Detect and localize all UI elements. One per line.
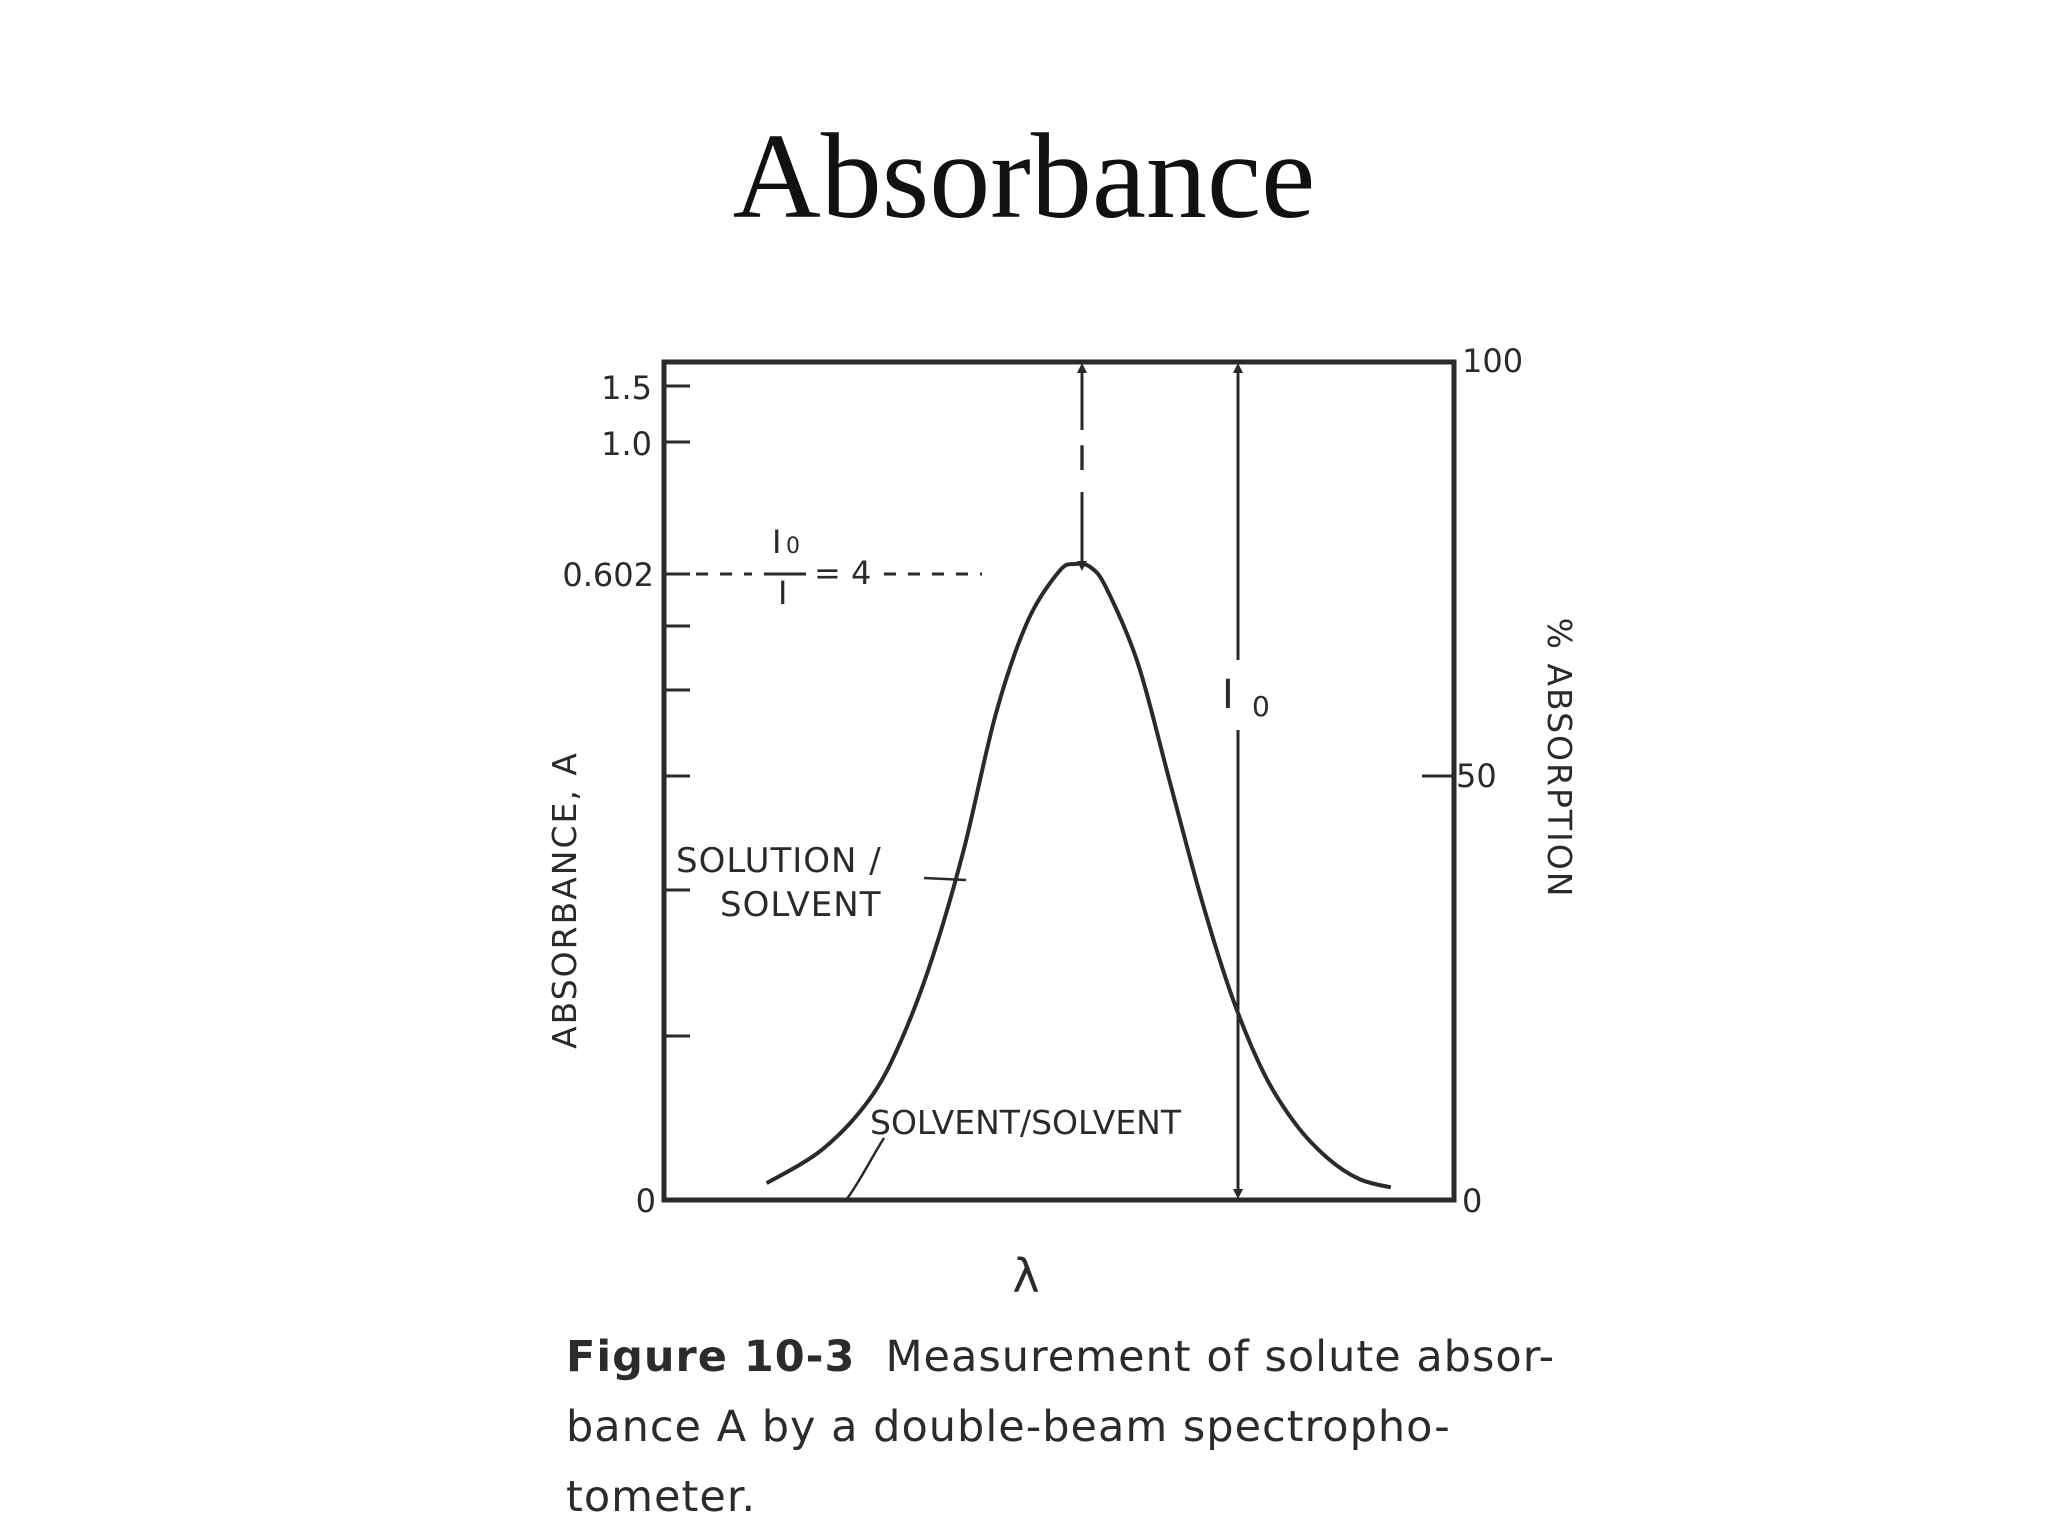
figure-number: Figure 10-3 xyxy=(566,1332,856,1382)
x-axis-title: λ xyxy=(1012,1249,1039,1303)
right-tick-label-100: 100 xyxy=(1462,342,1523,380)
right-axis-title: % ABSORPTION xyxy=(1540,618,1579,899)
ratio-numerator-subscript: 0 xyxy=(786,534,800,559)
solution-label-line2: SOLVENT xyxy=(720,885,882,925)
caption-line-1: Figure 10-3 Measurement of solute absor- xyxy=(566,1322,1646,1392)
reference-i0-subscript: 0 xyxy=(1252,690,1270,723)
ratio-annotation: I 0 I = 4 xyxy=(764,523,871,612)
solution-label-line1: SOLUTION / xyxy=(676,841,882,881)
ratio-numerator: I xyxy=(772,523,781,561)
ratio-denominator: I xyxy=(778,574,787,612)
left-tick-label-0-602: 0.602 xyxy=(562,556,654,594)
caption-line-3: tometer. xyxy=(566,1472,757,1522)
plot-frame xyxy=(661,359,1457,1203)
right-tick-label-50: 50 xyxy=(1456,757,1497,795)
left-tick-label-1-0: 1.0 xyxy=(601,425,652,463)
solution-leader-line xyxy=(923,876,967,882)
right-tick-label-0: 0 xyxy=(1462,1182,1482,1220)
left-tick-label-0: 0 xyxy=(636,1182,656,1220)
solvent-label: SOLVENT/SOLVENT xyxy=(870,1103,1182,1142)
reference-i0-label: I xyxy=(1222,672,1234,718)
ratio-value: = 4 xyxy=(814,554,871,592)
left-axis-ticks xyxy=(664,384,690,1038)
left-axis-title: ABSORBANCE, A xyxy=(545,751,584,1049)
left-tick-label-1-5: 1.5 xyxy=(601,369,652,407)
caption-text-1: Measurement of solute absor- xyxy=(885,1332,1556,1382)
solvent-leader-line xyxy=(845,1137,886,1201)
beam-i-label: I xyxy=(1077,439,1087,479)
right-axis-ticks xyxy=(1422,360,1454,1202)
solution-solvent-curve xyxy=(765,561,1392,1190)
figure-caption: Figure 10-3 Measurement of solute absor- … xyxy=(566,1322,1646,1532)
slide-title: Absorbance xyxy=(732,109,1316,244)
caption-line-2: bance A by a double-beam spectropho- xyxy=(566,1402,1451,1452)
